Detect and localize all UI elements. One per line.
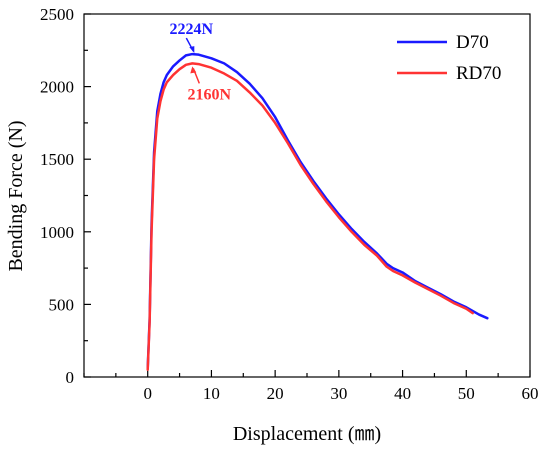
annotation-d70-peak: 2224N [170, 21, 214, 38]
x-axis-label: Displacement (㎜) [233, 423, 381, 445]
series-layer [146, 52, 489, 371]
x-tick-label: 20 [267, 384, 284, 403]
annotation-layer: 2224N 2160N [170, 21, 232, 103]
series-line-d70 [146, 52, 489, 370]
legend-label-rd70: RD70 [456, 63, 501, 84]
x-tick-label: 0 [143, 384, 152, 403]
annotation-d70-arrowhead [189, 46, 195, 54]
series-line-rd70 [146, 62, 474, 371]
x-tick-label: 50 [458, 384, 475, 403]
x-axis-ticks: 0 10 20 30 40 50 60 [83, 370, 539, 403]
y-axis-label: Bending Force (N) [5, 120, 27, 271]
y-tick-label: 0 [66, 368, 75, 387]
legend: D70 RD70 [397, 32, 501, 84]
x-tick-label: 40 [394, 384, 411, 403]
x-tick-label: 10 [203, 384, 220, 403]
y-axis-ticks: 0 500 1000 1500 2000 2500 [40, 5, 91, 387]
annotation-rd70-arrowhead [190, 66, 197, 74]
x-tick-label: 60 [522, 384, 539, 403]
y-tick-label: 2500 [40, 5, 74, 24]
y-tick-label: 2000 [40, 78, 74, 97]
legend-label-d70: D70 [456, 32, 489, 53]
y-tick-label: 1500 [40, 150, 74, 169]
y-tick-label: 1000 [40, 223, 74, 242]
x-tick-label: 30 [330, 384, 347, 403]
y-tick-label: 500 [49, 295, 75, 314]
annotation-rd70-peak: 2160N [188, 86, 232, 103]
